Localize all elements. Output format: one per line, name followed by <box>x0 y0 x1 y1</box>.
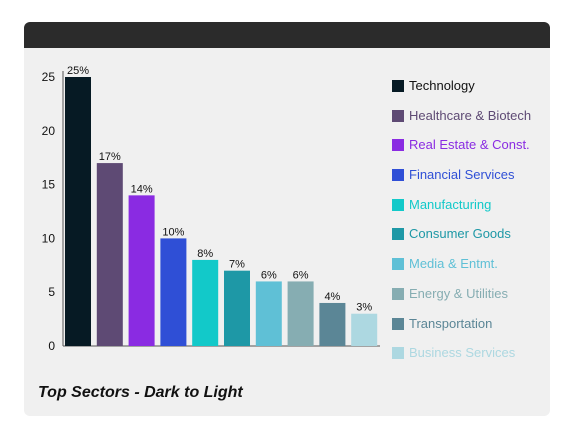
bar <box>319 302 346 346</box>
y-tick-label: 15 <box>42 178 56 192</box>
legend-item: Real Estate & Const. <box>392 137 562 167</box>
bar <box>255 281 282 346</box>
legend-item: Energy & Utilities <box>392 286 562 316</box>
chart-title: Top Sectors - Dark to Light <box>38 384 243 401</box>
legend-swatch <box>392 80 404 92</box>
legend-item: Business Services <box>392 345 562 375</box>
y-tick-label: 20 <box>42 124 56 138</box>
legend-label: Consumer Goods <box>409 226 511 242</box>
legend-item: Manufacturing <box>392 197 562 227</box>
legend-label: Healthcare & Biotech <box>409 107 532 123</box>
y-tick-label: 25 <box>42 70 56 84</box>
legend-item: Consumer Goods <box>392 226 562 256</box>
chart-legend: Technology Healthcare & Biotech Real Estat… <box>392 78 562 375</box>
legend-item: Transportation <box>392 316 562 346</box>
legend-swatch <box>392 198 404 211</box>
legend-swatch <box>392 109 404 122</box>
legend-label: Technology <box>409 78 475 93</box>
bar <box>287 281 314 346</box>
legend-swatch <box>392 139 404 152</box>
legend-label: Transportation <box>409 315 493 331</box>
legend-item: Financial Services <box>392 167 562 197</box>
legend-swatch <box>392 347 404 360</box>
legend-label: Manufacturing <box>409 196 492 212</box>
bar <box>224 270 250 346</box>
bar <box>128 195 155 346</box>
bar <box>96 163 123 346</box>
legend-swatch <box>392 169 404 182</box>
legend-label: Real Estate & Const. <box>409 137 530 153</box>
bar-value-label: 10% <box>162 226 184 238</box>
legend-item: Media & Entmt. <box>392 256 562 286</box>
bar <box>351 313 378 346</box>
bar-value-label: 7% <box>229 259 245 271</box>
legend-label: Financial Services <box>409 167 515 183</box>
card-header-bar <box>24 22 550 48</box>
legend-label: Energy & Utilities <box>409 285 508 301</box>
bar <box>160 238 187 346</box>
bar-value-label: 8% <box>197 248 213 260</box>
legend-label: Media & Entmt. <box>409 256 498 272</box>
bar-value-label: 14% <box>131 183 153 195</box>
bar-value-label: 25% <box>67 65 89 77</box>
bar-value-label: 6% <box>261 269 277 281</box>
bar-value-label: 3% <box>356 302 372 314</box>
legend-item: Healthcare & Biotech <box>392 108 562 138</box>
legend-item: Technology <box>392 78 562 108</box>
bar-value-label: 6% <box>293 269 309 281</box>
bar-value-label: 4% <box>324 291 340 303</box>
y-tick-label: 5 <box>48 285 55 299</box>
legend-label: Business Services <box>409 345 516 361</box>
y-tick-label: 0 <box>48 339 55 353</box>
legend-swatch <box>392 258 404 271</box>
legend-swatch <box>392 287 404 300</box>
legend-swatch <box>392 317 404 330</box>
y-tick-label: 10 <box>42 231 56 245</box>
bar-value-label: 17% <box>99 151 121 163</box>
bar <box>65 77 91 346</box>
bar <box>192 259 219 346</box>
legend-swatch <box>392 228 404 241</box>
